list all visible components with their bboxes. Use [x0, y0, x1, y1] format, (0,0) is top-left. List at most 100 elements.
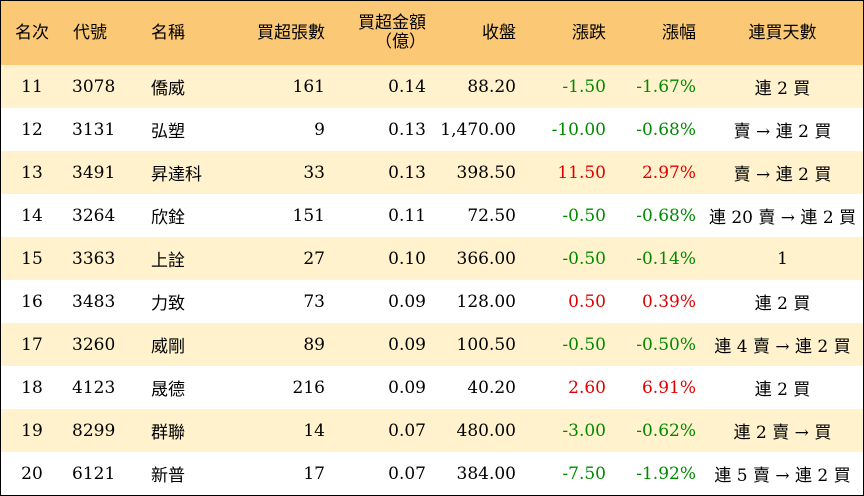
cell-code: 3260	[72, 334, 116, 355]
header-change: 漲跌	[572, 22, 606, 43]
cell-net-buy-amount: 0.07	[388, 463, 426, 484]
cell-rank: 17	[21, 334, 43, 355]
cell-change-pct: -1.67%	[636, 76, 696, 97]
cell-change: -0.50	[562, 205, 606, 226]
cell-change: -1.50	[562, 76, 606, 97]
cell-close: 480.00	[456, 420, 516, 441]
cell-name: 昇達科	[151, 165, 202, 185]
cell-code: 8299	[72, 420, 116, 441]
cell-rank: 18	[21, 377, 43, 398]
cell-consecutive-days: 連 2 買	[754, 79, 811, 99]
cell-change: 2.60	[568, 377, 606, 398]
cell-consecutive-days: 連 2 賣 → 買	[733, 423, 832, 443]
cell-rank: 19	[21, 420, 43, 441]
cell-net-buy-amount: 0.10	[388, 248, 426, 269]
cell-name: 欣銓	[151, 208, 185, 228]
header-close: 收盤	[482, 22, 516, 43]
cell-code: 3078	[72, 76, 116, 97]
cell-consecutive-days: 連 5 賣 → 連 2 買	[714, 466, 851, 486]
cell-code: 4123	[72, 377, 116, 398]
cell-consecutive-days: 連 2 買	[754, 380, 811, 400]
cell-net-buy-amount: 0.11	[388, 205, 426, 226]
table-row: 17 3260 威剛 89 0.09 100.50 -0.50 -0.50% 連 4 賣 → 連…	[1, 323, 863, 366]
cell-net-buy-amount: 0.07	[388, 420, 426, 441]
header-row: 名次 代號 名稱 買超張數 買超金額 （億） 收盤 漲跌 漲幅 連買天數	[1, 1, 863, 65]
table-row: 11 3078 僑威 161 0.14 88.20 -1.50 -1.67% 連 2 買	[1, 65, 863, 108]
header-net-buy-amount: 買超金額 （億）	[325, 1, 426, 65]
header-rank: 名次	[15, 22, 49, 43]
cell-change: -7.50	[562, 463, 606, 484]
table-body: 11 3078 僑威 161 0.14 88.20 -1.50 -1.67% 連 2 買 12 31…	[1, 65, 863, 495]
cell-change: -0.50	[562, 334, 606, 355]
cell-name: 群聯	[151, 423, 185, 443]
cell-change-pct: -0.68%	[636, 119, 696, 140]
cell-consecutive-days: 連 4 賣 → 連 2 買	[714, 337, 851, 357]
cell-close: 72.50	[467, 205, 516, 226]
cell-close: 1,470.00	[440, 119, 516, 140]
cell-net-buy-lots: 27	[303, 248, 325, 269]
cell-consecutive-days: 連 20 賣 → 連 2 買	[708, 208, 857, 228]
cell-name: 弘塑	[151, 122, 185, 142]
cell-name: 僑威	[151, 79, 185, 99]
cell-net-buy-lots: 9	[314, 119, 325, 140]
header-code: 代號	[73, 22, 107, 43]
cell-change: -10.00	[551, 119, 606, 140]
cell-net-buy-amount: 0.09	[388, 291, 426, 312]
table-header: 名次 代號 名稱 買超張數 買超金額 （億） 收盤 漲跌 漲幅 連買天數	[1, 1, 863, 65]
cell-rank: 13	[21, 162, 43, 183]
cell-net-buy-lots: 151	[292, 205, 325, 226]
cell-code: 6121	[72, 463, 116, 484]
cell-code: 3131	[72, 119, 116, 140]
cell-name: 新普	[151, 466, 185, 486]
cell-net-buy-amount: 0.09	[388, 334, 426, 355]
cell-consecutive-days: 賣 → 連 2 買	[733, 122, 832, 142]
cell-change-pct: -0.62%	[636, 420, 696, 441]
header-name: 名稱	[151, 22, 185, 43]
cell-net-buy-amount: 0.13	[388, 119, 426, 140]
table-row: 18 4123 晟德 216 0.09 40.20 2.60 6.91% 連 2 買	[1, 366, 863, 409]
cell-change: -3.00	[562, 420, 606, 441]
cell-net-buy-lots: 14	[303, 420, 325, 441]
cell-rank: 12	[21, 119, 43, 140]
cell-change-pct: -1.92%	[636, 463, 696, 484]
cell-name: 晟德	[151, 380, 185, 400]
cell-rank: 14	[21, 205, 43, 226]
header-change-pct: 漲幅	[662, 22, 696, 43]
cell-consecutive-days: 賣 → 連 2 買	[733, 165, 832, 185]
cell-close: 88.20	[467, 76, 516, 97]
header-amount-line1: 買超金額	[358, 13, 426, 33]
cell-net-buy-amount: 0.13	[388, 162, 426, 183]
cell-name: 威剛	[151, 337, 185, 357]
cell-code: 3264	[72, 205, 116, 226]
cell-rank: 11	[21, 76, 43, 97]
cell-consecutive-days: 1	[777, 248, 788, 269]
cell-code: 3483	[72, 291, 116, 312]
cell-change-pct: 2.97%	[641, 162, 696, 183]
cell-rank: 16	[21, 291, 43, 312]
cell-net-buy-lots: 216	[292, 377, 325, 398]
cell-name: 上詮	[151, 251, 185, 271]
header-consecutive-days: 連買天數	[748, 22, 817, 43]
cell-code: 3491	[72, 162, 116, 183]
table-row: 13 3491 昇達科 33 0.13 398.50 11.50 2.97% 賣 → 連 2 買	[1, 151, 863, 194]
table-row: 19 8299 群聯 14 0.07 480.00 -3.00 -0.62% 連 2 賣 → 買	[1, 409, 863, 452]
cell-change-pct: -0.68%	[636, 205, 696, 226]
table-row: 15 3363 上詮 27 0.10 366.00 -0.50 -0.14% 1	[1, 237, 863, 280]
cell-net-buy-lots: 17	[303, 463, 325, 484]
cell-net-buy-lots: 161	[292, 76, 325, 97]
cell-close: 40.20	[467, 377, 516, 398]
cell-net-buy-lots: 73	[303, 291, 325, 312]
table-row: 16 3483 力致 73 0.09 128.00 0.50 0.39% 連 2 買	[1, 280, 863, 323]
cell-change-pct: 6.91%	[641, 377, 696, 398]
cell-consecutive-days: 連 2 買	[754, 294, 811, 314]
cell-close: 398.50	[456, 162, 516, 183]
cell-net-buy-amount: 0.09	[388, 377, 426, 398]
cell-close: 100.50	[456, 334, 516, 355]
table-row: 12 3131 弘塑 9 0.13 1,470.00 -10.00 -0.68% 賣 → 連 2…	[1, 108, 863, 151]
cell-close: 384.00	[456, 463, 516, 484]
cell-change: 0.50	[568, 291, 606, 312]
cell-change: -0.50	[562, 248, 606, 269]
cell-close: 366.00	[456, 248, 516, 269]
